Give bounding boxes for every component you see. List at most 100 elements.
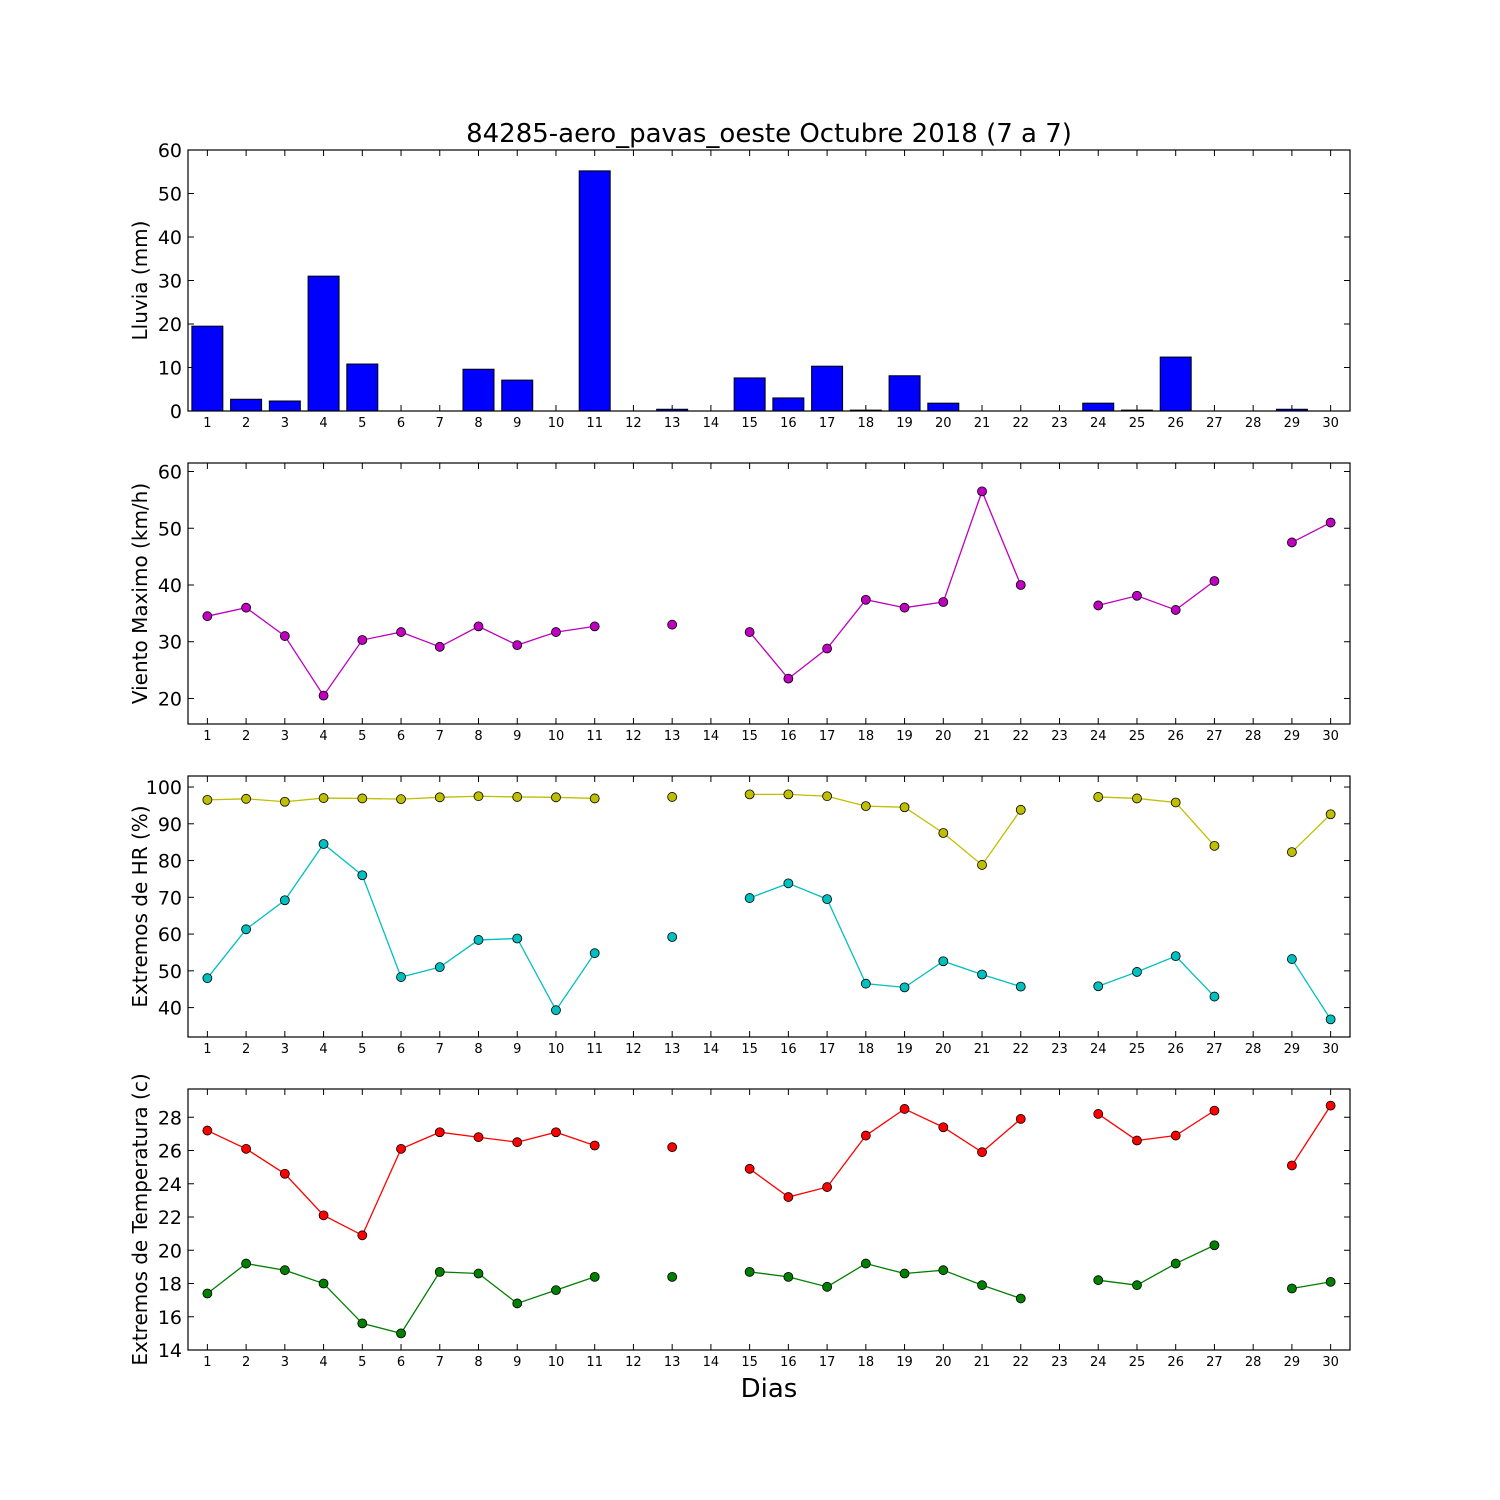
data-point [977, 969, 987, 980]
data-point [396, 972, 406, 982]
x-tick-label: 14 [703, 416, 720, 431]
x-tick-label: 20 [935, 416, 952, 431]
rain-bar [1159, 356, 1192, 412]
data-point [318, 1210, 329, 1221]
y-tick-label: 26 [158, 1141, 182, 1163]
rain-bar [462, 368, 495, 412]
y-axis-label: Extremos de Temperatura (c) [128, 1073, 152, 1365]
data-point [589, 793, 600, 804]
x-tick-label: 3 [281, 416, 289, 431]
x-tick-label: 22 [1012, 1042, 1029, 1057]
x-tick-label: 8 [474, 416, 482, 431]
data-point [1325, 1014, 1336, 1025]
x-tick-label: 11 [586, 729, 603, 744]
data-point [473, 791, 484, 802]
data-point [473, 1132, 484, 1143]
data-point [1093, 600, 1104, 611]
y-tick-label: 18 [158, 1274, 182, 1296]
rain-bar [230, 398, 263, 412]
x-tick-label: 15 [741, 729, 758, 744]
rain-bar [888, 375, 921, 412]
data-point [822, 791, 832, 802]
data-point [512, 933, 523, 944]
data-point [1170, 1258, 1181, 1269]
data-point [279, 631, 290, 641]
x-tick-label: 2 [242, 1042, 250, 1057]
rain-bar [772, 397, 805, 412]
series-line-2 [1291, 1281, 1331, 1290]
data-point [279, 895, 290, 906]
data-point [1015, 981, 1026, 992]
data-point [318, 793, 329, 803]
data-point [667, 932, 678, 942]
data-point [1015, 1114, 1026, 1124]
data-point [744, 1266, 755, 1277]
rain-bar [733, 377, 766, 412]
y-tick-label: 20 [158, 1240, 182, 1262]
data-point [396, 794, 406, 805]
x-tick-label: 21 [974, 1355, 991, 1370]
series-line-1 [1098, 580, 1215, 611]
x-tick-label: 15 [741, 1355, 758, 1370]
series-line-1 [749, 793, 1022, 866]
data-point [279, 1168, 290, 1179]
x-tick-label: 25 [1129, 1355, 1146, 1370]
x-tick-label: 26 [1167, 1355, 1184, 1370]
y-tick-label: 24 [158, 1174, 182, 1196]
x-tick-label: 17 [819, 1042, 836, 1057]
x-tick-label: 5 [358, 416, 366, 431]
x-tick-label: 17 [819, 416, 836, 431]
data-point [434, 1266, 445, 1277]
x-tick-label: 9 [513, 416, 521, 431]
x-tick-label: 28 [1245, 1042, 1262, 1057]
x-tick-label: 26 [1167, 729, 1184, 744]
series-line-2 [749, 882, 1021, 989]
series-line-1 [749, 1108, 1022, 1198]
figure-title: 84285-aero_pavas_oeste Octubre 2018 (7 a… [466, 119, 1072, 149]
y-tick-label: 50 [158, 518, 182, 540]
x-tick-label: 29 [1284, 1355, 1301, 1370]
rain-bar [811, 365, 844, 412]
data-point [512, 792, 523, 802]
y-tick-label: 60 [158, 924, 182, 946]
x-tick-label: 13 [664, 1355, 681, 1370]
data-point [667, 1142, 678, 1153]
data-point [241, 1143, 252, 1154]
data-point [473, 621, 484, 632]
series-line-2 [1291, 958, 1332, 1020]
data-point [241, 924, 252, 935]
y-tick-label: 30 [158, 632, 182, 654]
data-point [1287, 847, 1297, 857]
x-tick-label: 2 [242, 416, 250, 431]
x-tick-label: 9 [513, 729, 521, 744]
data-point [589, 1140, 600, 1151]
data-point [1170, 797, 1181, 808]
data-point [318, 839, 329, 849]
plot-frame [187, 462, 1351, 725]
x-tick-label: 11 [586, 416, 603, 431]
x-tick-label: 28 [1245, 1355, 1262, 1370]
data-point [1132, 1135, 1142, 1146]
data-point [1132, 590, 1142, 601]
x-tick-label: 16 [780, 1042, 797, 1057]
data-point [241, 793, 252, 804]
plot-frame [187, 149, 1351, 412]
data-point [899, 982, 910, 993]
x-tick-label: 29 [1284, 729, 1301, 744]
x-tick-label: 14 [703, 729, 720, 744]
x-tick-label: 4 [319, 416, 327, 431]
data-point [202, 1125, 213, 1136]
x-tick-label: 24 [1090, 1042, 1107, 1057]
data-point [1209, 1105, 1220, 1116]
x-tick-label: 24 [1090, 1355, 1107, 1370]
x-tick-label: 21 [974, 1042, 991, 1057]
series-line-1 [1291, 813, 1332, 853]
data-point [938, 1265, 949, 1276]
data-point [1209, 991, 1220, 1002]
data-point [434, 962, 445, 973]
data-point [241, 602, 252, 613]
data-point [396, 1328, 406, 1339]
y-tick-label: 10 [158, 358, 182, 380]
data-point [1170, 951, 1181, 962]
